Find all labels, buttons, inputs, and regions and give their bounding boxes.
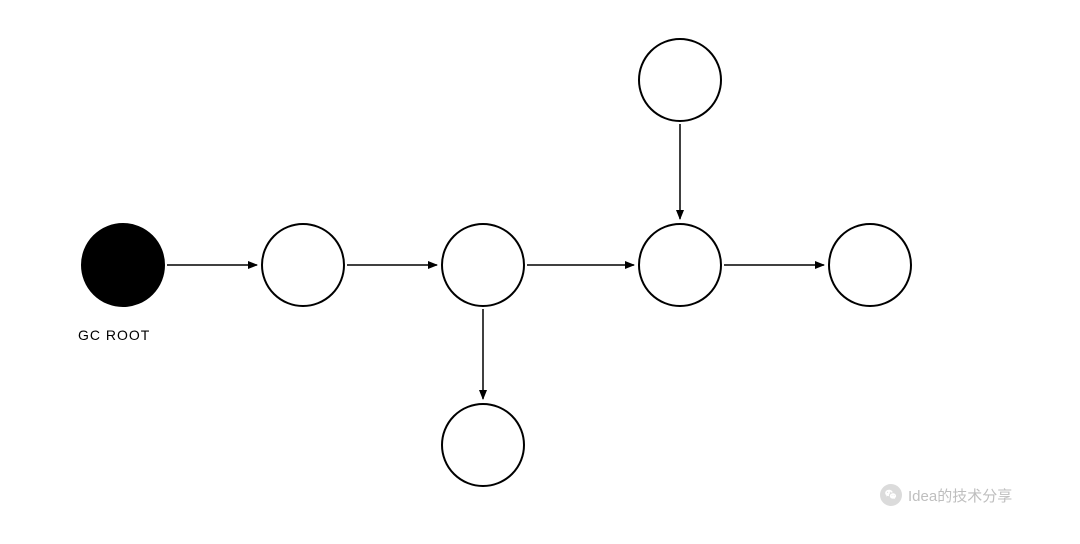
node-n2: [441, 223, 525, 307]
node-n1: [261, 223, 345, 307]
node-n4: [828, 223, 912, 307]
node-label-root: GC ROOT: [78, 327, 150, 343]
wechat-icon: [880, 484, 902, 506]
node-n3: [638, 223, 722, 307]
gc-root-diagram: GC ROOT Idea的技术分享: [0, 0, 1080, 544]
node-root: [81, 223, 165, 307]
watermark: Idea的技术分享: [880, 484, 1012, 506]
node-nbot: [441, 403, 525, 487]
node-ntop: [638, 38, 722, 122]
watermark-text: Idea的技术分享: [908, 485, 1012, 506]
